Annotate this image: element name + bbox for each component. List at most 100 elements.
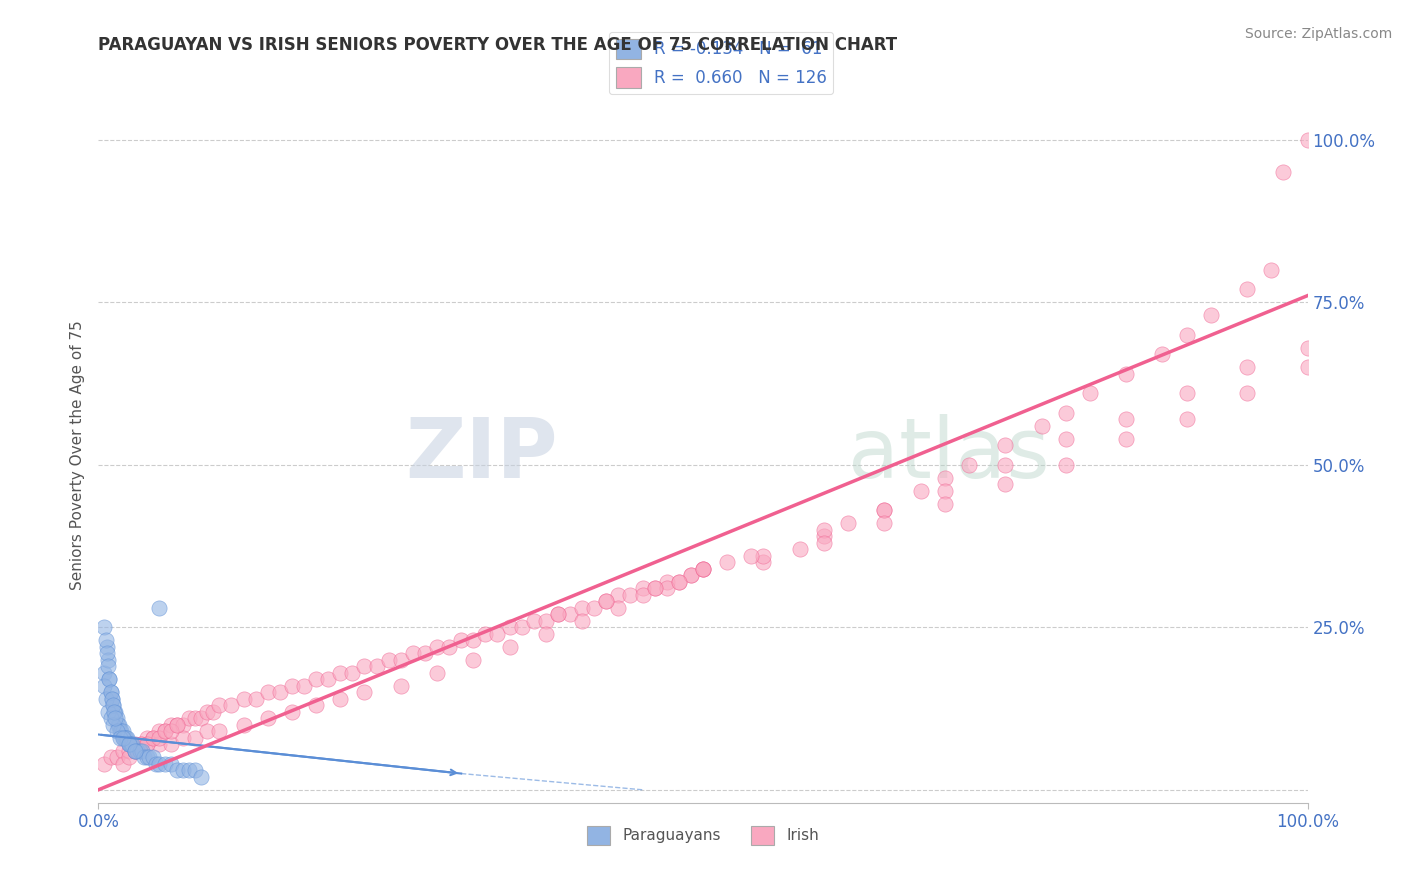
Point	[131, 744, 153, 758]
Point	[105, 724, 128, 739]
Point	[305, 698, 328, 713]
Point	[571, 614, 593, 628]
Point	[740, 549, 762, 563]
Legend: Paraguayans, Irish: Paraguayans, Irish	[581, 820, 825, 851]
Point	[118, 750, 141, 764]
Point	[595, 594, 617, 608]
Point	[716, 555, 738, 569]
Point	[124, 744, 146, 758]
Point	[353, 659, 375, 673]
Point	[523, 614, 546, 628]
Point	[1199, 308, 1222, 322]
Point	[93, 665, 115, 680]
Point	[595, 594, 617, 608]
Point	[121, 737, 143, 751]
Point	[127, 744, 149, 758]
Point	[1175, 412, 1198, 426]
Point	[111, 756, 134, 771]
Point	[1260, 262, 1282, 277]
Point	[269, 685, 291, 699]
Point	[208, 724, 231, 739]
Point	[221, 698, 243, 713]
Point	[619, 588, 641, 602]
Point	[571, 600, 593, 615]
Point	[281, 679, 304, 693]
Point	[142, 731, 165, 745]
Point	[97, 653, 120, 667]
Point	[1054, 406, 1077, 420]
Point	[752, 555, 775, 569]
Point	[115, 731, 138, 745]
Point	[93, 620, 115, 634]
Point	[110, 724, 132, 739]
Point	[934, 497, 956, 511]
Point	[108, 724, 131, 739]
Point	[104, 711, 127, 725]
Point	[994, 438, 1017, 452]
Point	[679, 568, 702, 582]
Point	[120, 737, 142, 751]
Y-axis label: Seniors Poverty Over the Age of 75: Seniors Poverty Over the Age of 75	[69, 320, 84, 590]
Point	[957, 458, 980, 472]
Point	[111, 744, 134, 758]
Point	[668, 574, 690, 589]
Point	[402, 646, 425, 660]
Point	[463, 633, 485, 648]
Point	[166, 718, 188, 732]
Point	[813, 529, 835, 543]
Point	[98, 672, 121, 686]
Point	[135, 737, 157, 751]
Point	[118, 744, 141, 758]
Point	[474, 626, 496, 640]
Point	[256, 711, 278, 725]
Point	[148, 756, 170, 771]
Point	[184, 764, 207, 778]
Point	[118, 737, 141, 751]
Point	[160, 718, 183, 732]
Point	[437, 640, 460, 654]
Point	[100, 750, 122, 764]
Point	[413, 646, 436, 660]
Point	[426, 640, 449, 654]
Point	[679, 568, 702, 582]
Point	[316, 672, 339, 686]
Point	[124, 737, 146, 751]
Point	[837, 516, 859, 531]
Point	[329, 665, 352, 680]
Point	[111, 724, 134, 739]
Point	[692, 562, 714, 576]
Point	[813, 523, 835, 537]
Point	[101, 698, 124, 713]
Point	[190, 770, 212, 784]
Point	[135, 750, 157, 764]
Point	[644, 581, 666, 595]
Point	[510, 620, 533, 634]
Point	[148, 737, 170, 751]
Point	[305, 672, 328, 686]
Point	[655, 581, 678, 595]
Point	[994, 477, 1017, 491]
Point	[1031, 418, 1053, 433]
Point	[148, 724, 170, 739]
Point	[994, 458, 1017, 472]
Point	[100, 685, 122, 699]
Point	[498, 640, 520, 654]
Point	[873, 516, 896, 531]
Point	[111, 731, 134, 745]
Point	[813, 535, 835, 549]
Point	[148, 600, 170, 615]
Point	[96, 646, 118, 660]
Point	[1236, 360, 1258, 375]
Point	[486, 626, 509, 640]
Point	[93, 679, 115, 693]
Point	[631, 581, 654, 595]
Point	[172, 731, 194, 745]
Point	[94, 691, 117, 706]
Point	[389, 653, 412, 667]
Point	[138, 750, 160, 764]
Point	[389, 679, 412, 693]
Point	[103, 705, 125, 719]
Point	[93, 756, 115, 771]
Point	[607, 600, 630, 615]
Point	[105, 711, 128, 725]
